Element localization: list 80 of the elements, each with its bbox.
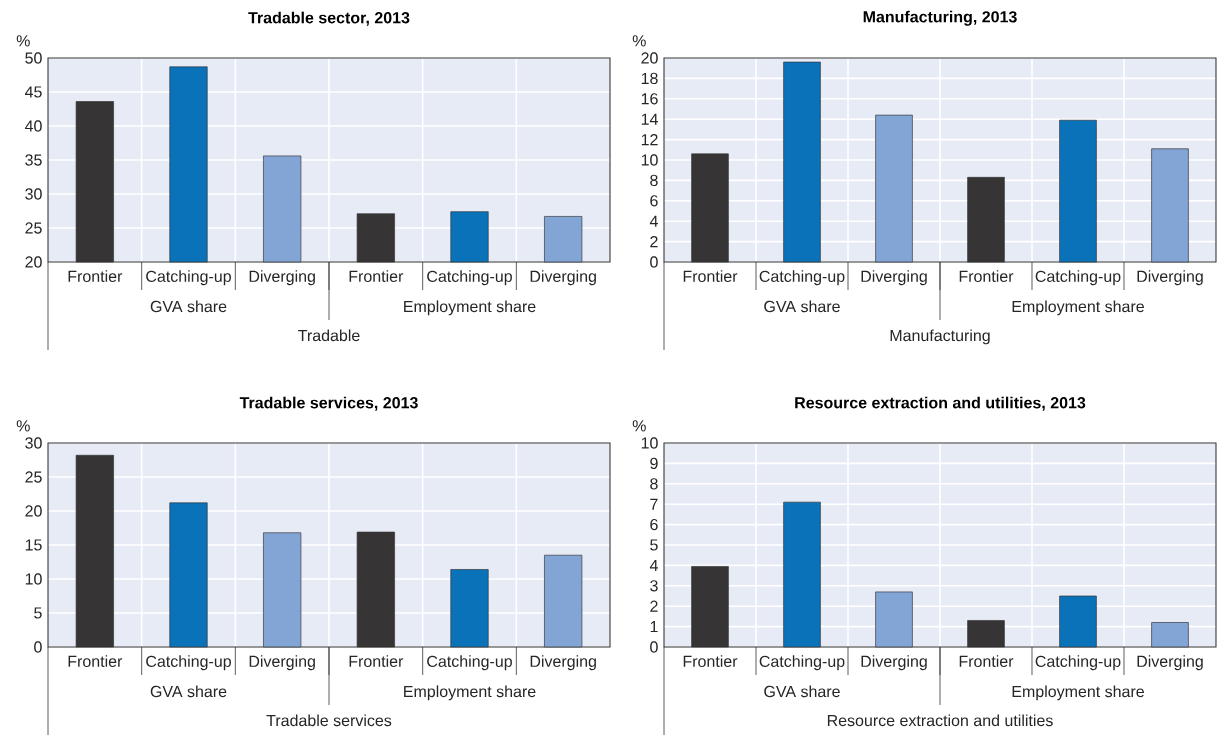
y-axis-title: % (16, 35, 30, 47)
x-tick-label: Catching-up (759, 270, 845, 285)
chart-title: Tradable sector, 2013 (248, 11, 410, 26)
x-tick-label: Diverging (530, 655, 596, 670)
y-tick-label: 4 (649, 215, 658, 227)
y-tick-label: 0 (650, 641, 658, 653)
y-tick-label: 2 (650, 235, 658, 247)
x-tick-label: Diverging (1137, 270, 1203, 285)
y-tick-label: 25 (25, 222, 42, 234)
x-tick-label: Diverging (530, 270, 596, 285)
y-tick-label: 18 (641, 72, 658, 84)
y-tick-label: 30 (25, 437, 42, 449)
x-axis-title: Manufacturing (890, 329, 990, 345)
x-tick-label: Frontier (349, 655, 404, 667)
text: Employment share (404, 300, 536, 316)
x-axis-title: Tradable (298, 329, 360, 341)
chart-title: Manufacturing, 2013 (863, 10, 1017, 26)
y-tick-label: 10 (641, 437, 658, 449)
y-tick-label: 40 (24, 120, 42, 132)
x-tick-label: Diverging (1137, 655, 1203, 670)
y-tick-label: 1 (650, 620, 658, 632)
y-tick-label: 50 (25, 52, 42, 64)
y-tick-label: 4 (649, 559, 658, 571)
x-tick-label: Diverging (861, 655, 927, 670)
text: GVA share (764, 300, 840, 312)
x-tick-label: Diverging (249, 655, 315, 670)
y-tick-label: 0 (650, 256, 658, 268)
y-tick-label: 9 (650, 457, 658, 469)
x-tick-label: Catching-up (759, 655, 845, 670)
y-tick-label: 30 (25, 188, 42, 200)
y-tick-label: 6 (650, 194, 658, 207)
chart-title: Tradable services, 2013 (239, 396, 418, 411)
text: Employment share (404, 685, 536, 701)
y-tick-label: 16 (641, 92, 658, 105)
x-tick-label: Catching-up (146, 270, 231, 285)
x-tick-label: Catching-up (146, 655, 231, 670)
y-tick-label: 6 (650, 518, 658, 531)
text: Employment share (1012, 300, 1144, 316)
x-axis-title: Tradable services (266, 714, 392, 726)
y-tick-label: 15 (25, 539, 42, 551)
x-tick-label: Catching-up (1035, 655, 1121, 670)
y-tick-label: 10 (25, 573, 42, 585)
y-tick-label: 20 (25, 256, 42, 268)
y-tick-label: 7 (650, 498, 658, 510)
x-tick-label: Frontier (959, 655, 1014, 667)
text: GVA share (150, 300, 227, 312)
y-tick-label: 5 (650, 539, 658, 551)
y-tick-label: 25 (25, 471, 42, 483)
y-tick-label: 20 (25, 505, 42, 517)
x-tick-label: Frontier (349, 270, 404, 282)
y-tick-label: 35 (25, 154, 42, 166)
x-tick-label: Frontier (68, 270, 123, 282)
x-tick-label: Frontier (68, 655, 123, 667)
y-tick-label: 3 (650, 579, 658, 592)
y-axis-title: % (16, 420, 30, 432)
y-tick-label: 45 (24, 86, 42, 98)
y-tick-label: 8 (650, 174, 658, 186)
x-axis-title: Resource extraction and utilities (827, 714, 1053, 726)
y-tick-label: 20 (641, 52, 658, 64)
y-tick-label: 0 (34, 641, 42, 653)
x-tick-label: Frontier (683, 270, 738, 282)
text: Employment share (1012, 685, 1144, 701)
text: GVA share (764, 685, 840, 697)
x-tick-label: Diverging (249, 270, 315, 285)
x-tick-label: Diverging (861, 270, 927, 285)
y-tick-label: 8 (650, 477, 658, 490)
y-axis-title: % (632, 420, 646, 432)
x-tick-label: Catching-up (427, 270, 512, 285)
y-axis-title: % (632, 35, 646, 47)
chart-title: Resource extraction and utilities, 2013 (795, 396, 1086, 411)
y-tick-label: 14 (641, 113, 658, 125)
x-tick-label: Frontier (959, 270, 1014, 282)
x-tick-label: Frontier (683, 655, 738, 667)
y-tick-label: 12 (641, 133, 658, 145)
text: GVA share (150, 685, 227, 697)
y-tick-label: 5 (34, 607, 42, 619)
y-tick-label: 10 (641, 154, 658, 166)
x-tick-label: Catching-up (1035, 270, 1121, 285)
y-tick-label: 2 (650, 600, 658, 612)
x-tick-label: Catching-up (427, 655, 512, 670)
